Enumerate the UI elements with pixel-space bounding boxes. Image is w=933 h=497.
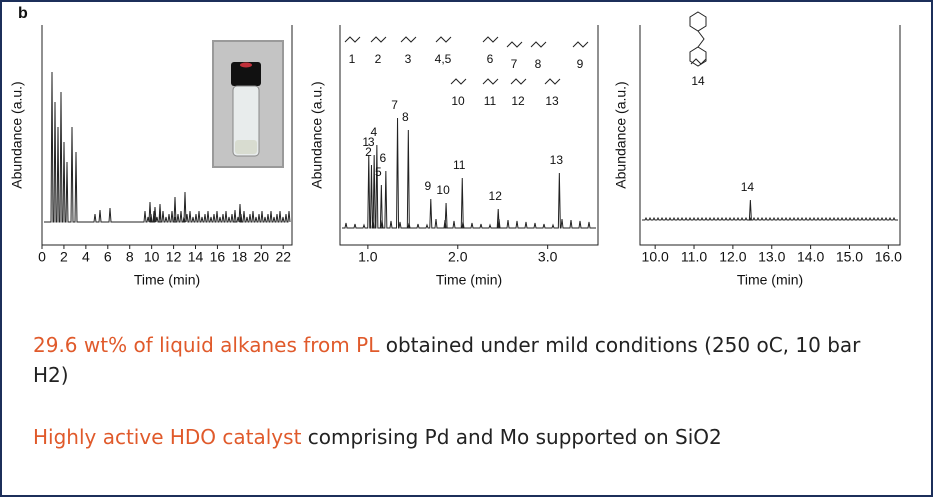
structure (507, 42, 522, 47)
x-tick-label: 3.0 (538, 249, 558, 265)
peak-label: 6 (380, 151, 387, 165)
structure (545, 79, 560, 84)
x-tick-label: 14 (188, 249, 204, 265)
peak-label: 11 (453, 158, 466, 172)
structure-label: 12 (511, 94, 525, 108)
structure-label: 10 (451, 94, 465, 108)
y-axis-label: Abundance (a.u.) (9, 81, 25, 188)
x-tick-label: 20 (254, 249, 270, 265)
structure-label: 6 (487, 52, 494, 66)
note-highlight: Highly active HDO catalyst (33, 425, 301, 449)
x-tick-label: 16.0 (875, 249, 902, 265)
structure-label: 9 (577, 57, 584, 71)
x-tick-label: 4 (82, 249, 90, 265)
note: Highly active HDO catalyst comprising Pd… (33, 422, 893, 452)
peak-label: 5 (375, 165, 382, 179)
x-tick-label: 12 (166, 249, 182, 265)
x-tick-label: 2.0 (448, 249, 468, 265)
peak-label: 14 (741, 180, 755, 194)
structure (690, 12, 706, 66)
structure-label: 1 (349, 52, 356, 66)
note-text: comprising Pd and Mo supported on SiO2 (301, 425, 721, 449)
peak-label: 13 (550, 153, 564, 167)
x-tick-label: 12.0 (719, 249, 746, 265)
x-axis-label: Time (min) (436, 272, 502, 288)
x-tick-label: 15.0 (836, 249, 863, 265)
structure (511, 79, 526, 84)
peak-label: 10 (436, 183, 450, 197)
x-tick-label: 2 (60, 249, 68, 265)
trace (642, 200, 898, 220)
x-tick-label: 13.0 (758, 249, 785, 265)
structure-label: 3 (405, 52, 412, 66)
peak-label: 4 (371, 125, 378, 139)
notes: 29.6 wt% of liquid alkanes from PL obtai… (33, 330, 893, 484)
x-tick-label: 18 (232, 249, 248, 265)
x-axis-label: Time (min) (134, 272, 200, 288)
peak-label: 9 (424, 179, 431, 193)
x-tick-label: 14.0 (797, 249, 824, 265)
x-tick-label: 22 (275, 249, 291, 265)
note: 29.6 wt% of liquid alkanes from PL obtai… (33, 330, 893, 390)
peak-label: 7 (391, 98, 398, 112)
y-axis-label: Abundance (a.u.) (309, 81, 325, 188)
structure (531, 42, 546, 47)
x-tick-label: 11.0 (681, 249, 707, 265)
vial-photo (212, 40, 284, 168)
structure (483, 37, 498, 42)
page: b Abundance (a.u.)Time (min)024681012141… (0, 0, 933, 497)
structure (401, 37, 416, 42)
structure-label: 13 (545, 94, 559, 108)
structure-label: 14 (691, 74, 705, 88)
panel-label: b (18, 5, 28, 22)
structure (483, 79, 498, 84)
structure (573, 42, 588, 47)
x-tick-label: 10 (144, 249, 160, 265)
structure (345, 37, 360, 42)
structure-label: 7 (511, 57, 518, 71)
x-axis-label: Time (min) (737, 272, 803, 288)
structure (451, 79, 466, 84)
structure-label: 2 (375, 52, 382, 66)
x-tick-label: 16 (210, 249, 226, 265)
axis-frame (640, 25, 900, 245)
x-tick-label: 0 (38, 249, 46, 265)
structure-label: 11 (484, 94, 497, 108)
x-tick-label: 1.0 (358, 249, 378, 265)
structure-label: 8 (535, 57, 542, 71)
structure (436, 37, 451, 42)
note-highlight: 29.6 wt% of liquid alkanes from PL (33, 333, 379, 357)
peak-label: 12 (489, 189, 503, 203)
x-tick-label: 8 (126, 249, 134, 265)
x-tick-label: 10.0 (642, 249, 669, 265)
x-tick-label: 6 (104, 249, 112, 265)
peak-label: 2 (365, 145, 372, 159)
structure (371, 37, 386, 42)
y-axis-label: Abundance (a.u.) (613, 81, 629, 188)
structure-label: 4,5 (435, 52, 452, 66)
peak-label: 8 (402, 110, 409, 124)
